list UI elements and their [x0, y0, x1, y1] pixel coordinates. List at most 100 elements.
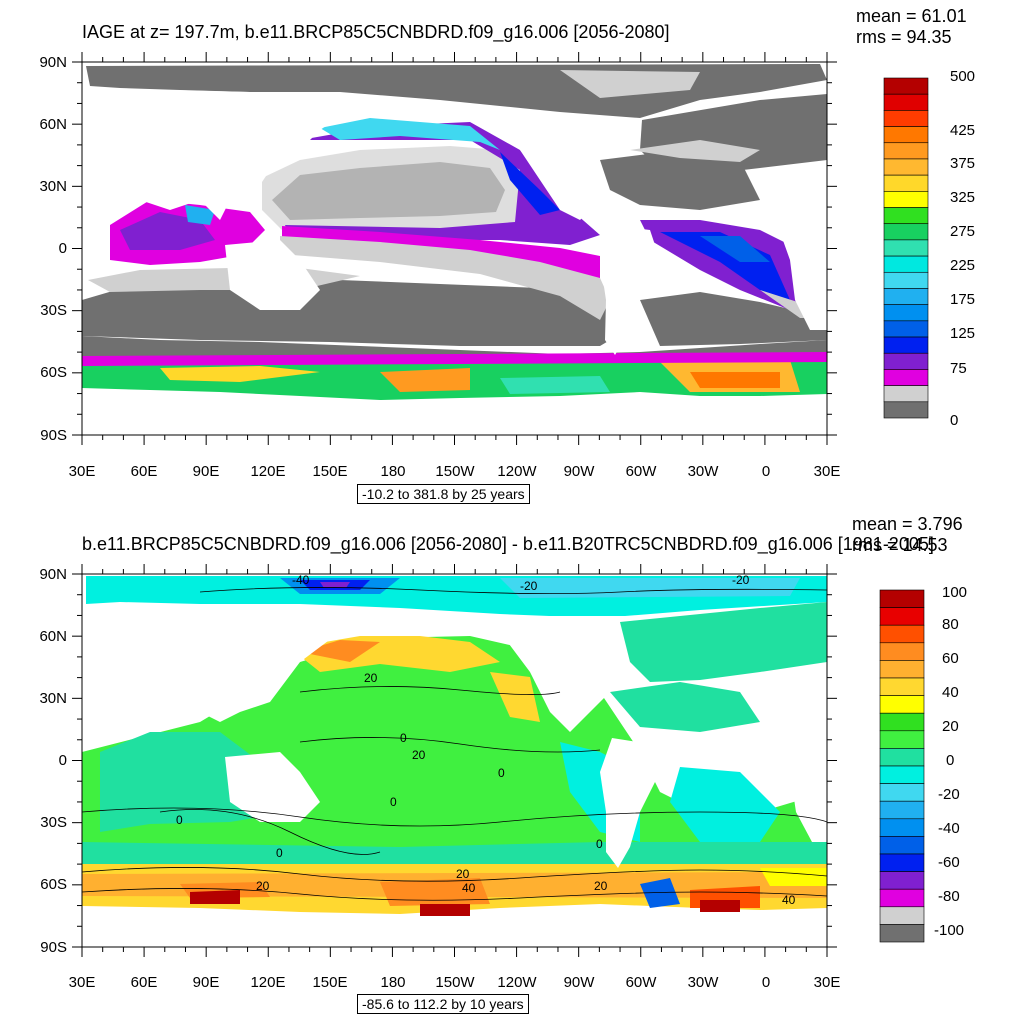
- lat-label: 30S: [40, 302, 67, 319]
- lon-label: 90E: [192, 974, 220, 991]
- colorbar-label: 0: [950, 412, 959, 429]
- colorbar-swatch: [883, 158, 929, 176]
- colorbar-label: 0: [946, 752, 955, 769]
- colorbar-swatch: [879, 695, 925, 714]
- range-label: -10.2 to 381.8 by 25 years: [357, 484, 530, 504]
- colorbar-swatch: [883, 93, 929, 111]
- colorbar-swatch: [879, 800, 925, 820]
- contour-label: 0: [276, 846, 283, 860]
- lon-label: 60W: [625, 974, 657, 991]
- colorbar-swatch: [879, 906, 925, 925]
- lat-label: 30S: [40, 814, 67, 831]
- colorbar-swatch: [879, 924, 925, 943]
- lon-label: 30W: [687, 974, 719, 991]
- colorbar-swatch: [879, 624, 925, 644]
- africa: [780, 740, 827, 842]
- colorbar-label: 500: [950, 68, 976, 85]
- lat-label: 60N: [39, 116, 67, 133]
- lat-label: 30N: [39, 178, 67, 195]
- lat-label: 60N: [39, 628, 67, 645]
- lon-label: 120W: [497, 974, 537, 991]
- colorbar-swatch: [883, 223, 929, 241]
- colorbar-label: 100: [942, 584, 968, 601]
- colorbar-swatch: [883, 369, 929, 386]
- contour-label: 40: [782, 893, 796, 907]
- north-pacific-rim: [285, 122, 600, 245]
- lat-label: 60S: [40, 876, 67, 893]
- colorbar-label: -40: [938, 820, 960, 837]
- colorbar-swatch: [879, 853, 925, 872]
- lon-label: 150W: [435, 463, 475, 480]
- contour-label: 20: [364, 671, 378, 685]
- north-america: [500, 616, 650, 732]
- contour-label: 20: [256, 879, 270, 893]
- africa: [780, 228, 827, 330]
- colorbar-label: 125: [950, 325, 976, 342]
- contour-label: -20: [732, 573, 750, 587]
- panel-title: b.e11.BRCP85C5CNBDRD.f09_g16.006 [2056-2…: [82, 534, 934, 554]
- rms-value: rms = 94.35: [856, 27, 952, 47]
- colorbar-swatch: [883, 401, 929, 419]
- lon-label: 0: [761, 463, 771, 480]
- australia: [225, 240, 320, 310]
- south-pacific-gray: [82, 280, 627, 346]
- colorbar-swatch: [883, 207, 929, 225]
- colorbar-label: -60: [938, 854, 960, 871]
- colorbar-swatch: [883, 352, 929, 370]
- lat-label: 90S: [40, 939, 67, 956]
- colorbar-swatch: [879, 642, 925, 661]
- lat-label: 60S: [40, 364, 67, 381]
- lon-label: 60W: [625, 463, 657, 480]
- colorbar-swatch: [883, 142, 929, 160]
- lon-label: 150E: [312, 463, 348, 480]
- colorbar-swatch: [879, 712, 925, 732]
- colorbar-swatch: [883, 77, 929, 95]
- colorbar-swatch: [883, 191, 929, 208]
- lon-label: 30W: [687, 463, 719, 480]
- colorbar-swatch: [879, 589, 925, 608]
- colorbar-swatch: [879, 765, 925, 784]
- range-label: -85.6 to 112.2 by 10 years: [357, 994, 529, 1014]
- colorbar: [879, 589, 925, 943]
- south-america: [600, 225, 660, 355]
- contour-label: 40: [462, 881, 476, 895]
- colorbar-swatch: [883, 288, 929, 305]
- panel-title: IAGE at z= 197.7m, b.e11.BRCP85C5CNBDRD.…: [82, 22, 670, 42]
- lat-label: 90N: [39, 566, 67, 583]
- australia: [225, 752, 320, 822]
- colorbar-label: 75: [950, 360, 967, 377]
- colorbar-label: 425: [950, 122, 976, 139]
- colorbar-label: 60: [942, 650, 959, 667]
- south-america: [600, 738, 660, 868]
- colorbar-swatch: [883, 320, 929, 338]
- contour-label: -40: [292, 573, 310, 587]
- north-atlantic-gray: [600, 150, 760, 210]
- colorbar-swatch: [879, 836, 925, 855]
- colorbar-label: -80: [938, 888, 960, 905]
- contour-label: 0: [176, 813, 183, 827]
- contour-label: -20: [520, 579, 538, 593]
- lon-label: 90E: [192, 463, 220, 480]
- mean-value: mean = 61.01: [856, 6, 967, 26]
- lon-label: 150E: [312, 974, 348, 991]
- map-canvas: -40 -20 -20 20 0 20 0 0 0 0 0 20 20 20 4…: [72, 564, 925, 957]
- map-canvas: [72, 52, 929, 445]
- colorbar-label: 375: [950, 155, 976, 172]
- contour-label: 0: [400, 731, 407, 745]
- colorbar-label: 275: [950, 223, 976, 240]
- lon-label: 60E: [130, 974, 158, 991]
- contour-line: [82, 807, 827, 827]
- colorbar-label: 80: [942, 616, 959, 633]
- colorbar-swatch: [883, 126, 929, 144]
- colorbar-swatch: [879, 660, 925, 679]
- lon-label: 120E: [250, 974, 286, 991]
- eurasia: [86, 88, 350, 220]
- colorbar-swatch: [883, 239, 929, 257]
- lon-label: 120E: [250, 463, 286, 480]
- lon-label: 120W: [497, 463, 537, 480]
- contour-labels: -40 -20 -20 20 0 20 0 0 0 0 0 20 20 20 4…: [176, 573, 796, 907]
- colorbar-swatch: [879, 888, 925, 908]
- lon-label: 150W: [435, 974, 475, 991]
- colorbar-swatch: [879, 748, 925, 767]
- colorbar-label: 40: [942, 684, 959, 701]
